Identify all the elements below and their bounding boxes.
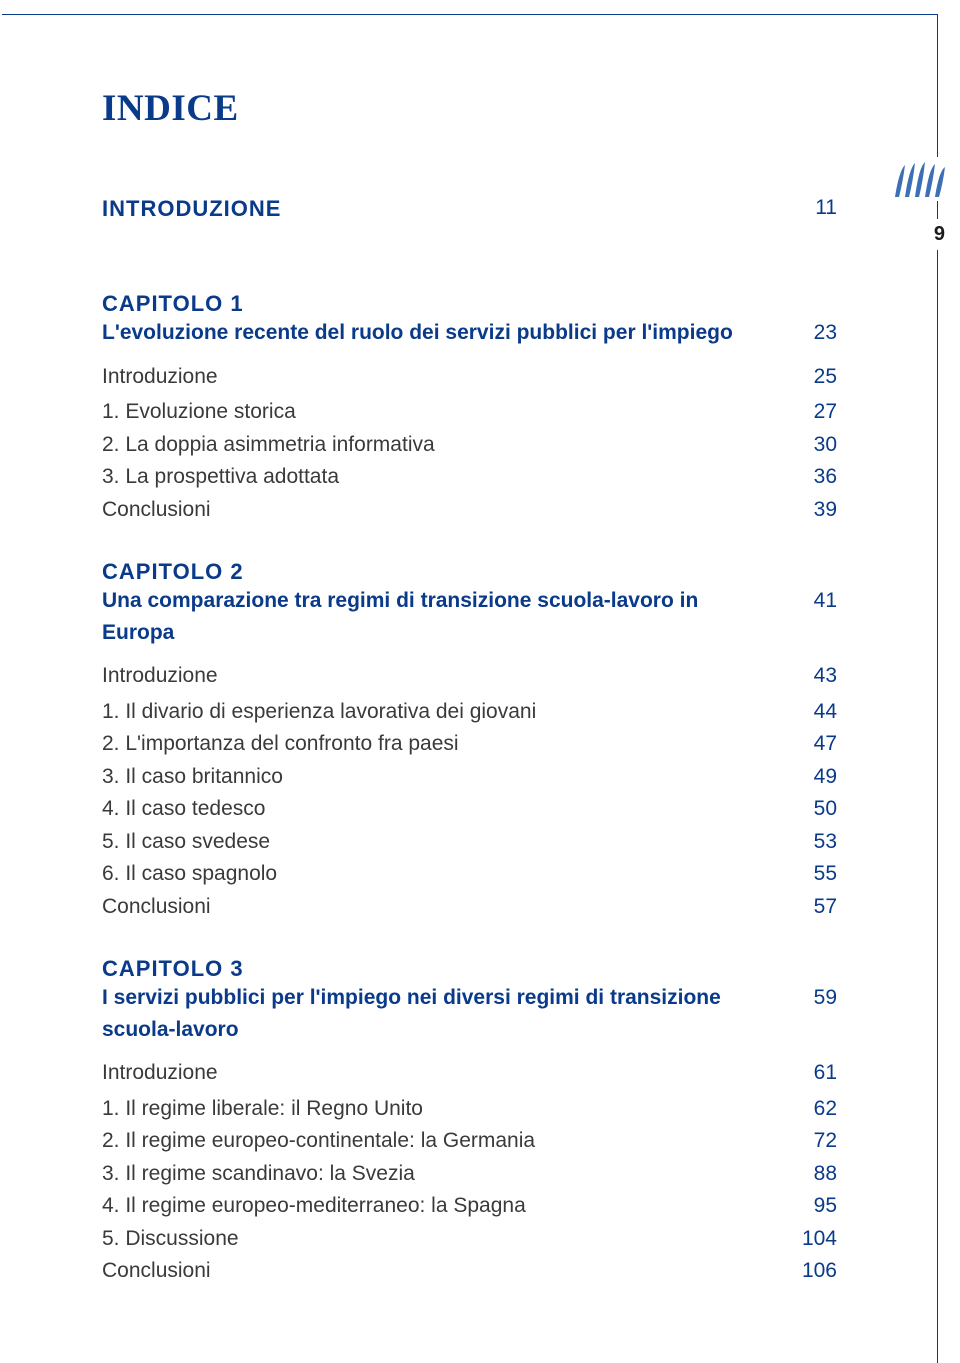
chapter-title-row: I servizi pubblici per l'impiego nei div…: [102, 982, 837, 1045]
toc-entry-row: Introduzione43: [102, 660, 837, 692]
toc-entry-label: 2. L'importanza del confronto fra paesi: [102, 728, 781, 760]
toc-entry-label: 1. Il regime liberale: il Regno Unito: [102, 1093, 781, 1125]
toc-entry-label: 3. Il caso britannico: [102, 761, 781, 793]
chapter-title-row: L'evoluzione recente del ruolo dei servi…: [102, 317, 837, 349]
publisher-logo-icon: [893, 157, 951, 201]
chapter-title-label: Una comparazione tra regimi di transizio…: [102, 585, 781, 648]
toc-entry-label: 4. Il caso tedesco: [102, 793, 781, 825]
chapter-title-page: 23: [781, 317, 837, 349]
toc-entry-row: Conclusioni57: [102, 891, 837, 923]
toc-entry-page: 49: [781, 761, 837, 793]
toc-entry-row: 4. Il caso tedesco50: [102, 793, 837, 825]
toc-entry-page: 104: [781, 1223, 837, 1255]
toc-entry-row: 1. Il divario di esperienza lavorativa d…: [102, 696, 837, 728]
toc-entry-label: 5. Il caso svedese: [102, 826, 781, 858]
chapter-head: CAPITOLO 1: [102, 291, 837, 317]
chapter-title-page: 59: [781, 982, 837, 1014]
toc-entry-page: 95: [781, 1190, 837, 1222]
toc-entry-page: 88: [781, 1158, 837, 1190]
toc-entry-row: 5. Discussione104: [102, 1223, 837, 1255]
chapters-container: CAPITOLO 1L'evoluzione recente del ruolo…: [102, 291, 837, 1287]
toc-entry-row: Conclusioni106: [102, 1255, 837, 1287]
toc-entry-page: 47: [781, 728, 837, 760]
toc-entry-label: 1. Evoluzione storica: [102, 396, 781, 428]
toc-content: INDICE INTRODUZIONE 11 CAPITOLO 1L'evolu…: [2, 15, 937, 1287]
toc-entry-row: 2. L'importanza del confronto fra paesi4…: [102, 728, 837, 760]
toc-entry-row: 2. La doppia asimmetria informativa30: [102, 429, 837, 461]
toc-entry-label: 1. Il divario di esperienza lavorativa d…: [102, 696, 781, 728]
toc-entry-label: 6. Il caso spagnolo: [102, 858, 781, 890]
toc-entry-page: 27: [781, 396, 837, 428]
chapter-title-label: I servizi pubblici per l'impiego nei div…: [102, 982, 781, 1045]
toc-entry-page: 55: [781, 858, 837, 890]
toc-entry-row: 2. Il regime europeo-continentale: la Ge…: [102, 1125, 837, 1157]
chapter-title-row: Una comparazione tra regimi di transizio…: [102, 585, 837, 648]
toc-entry-label: Introduzione: [102, 1057, 781, 1089]
toc-entry-row: Introduzione61: [102, 1057, 837, 1089]
introduzione-page: 11: [781, 192, 837, 224]
toc-entry-page: 44: [781, 696, 837, 728]
toc-entry-label: Conclusioni: [102, 1255, 781, 1287]
toc-entry-row: 3. Il caso britannico49: [102, 761, 837, 793]
toc-entry-label: 5. Discussione: [102, 1223, 781, 1255]
toc-entry-page: 61: [781, 1057, 837, 1089]
toc-entry-page: 106: [781, 1255, 837, 1287]
chapter-head: CAPITOLO 3: [102, 956, 837, 982]
toc-entry-row: 3. Il regime scandinavo: la Svezia88: [102, 1158, 837, 1190]
toc-entry-page: 62: [781, 1093, 837, 1125]
toc-entry-label: Conclusioni: [102, 891, 781, 923]
toc-entry-page: 72: [781, 1125, 837, 1157]
introduzione-label: INTRODUZIONE: [102, 192, 781, 225]
toc-entry-label: 3. La prospettiva adottata: [102, 461, 781, 493]
toc-entry-row: 6. Il caso spagnolo55: [102, 858, 837, 890]
toc-entry-label: Introduzione: [102, 660, 781, 692]
toc-entry-page: 57: [781, 891, 837, 923]
toc-entry-page: 50: [781, 793, 837, 825]
toc-entry-page: 36: [781, 461, 837, 493]
toc-entry-label: Conclusioni: [102, 494, 781, 526]
toc-entry-page: 39: [781, 494, 837, 526]
toc-introduzione-row: INTRODUZIONE 11: [102, 192, 837, 225]
toc-entry-row: 1. Evoluzione storica27: [102, 396, 837, 428]
toc-entry-label: 2. La doppia asimmetria informativa: [102, 429, 781, 461]
chapter-title-label: L'evoluzione recente del ruolo dei servi…: [102, 317, 781, 349]
toc-entry-label: Introduzione: [102, 361, 781, 393]
toc-entry-row: 4. Il regime europeo-mediterraneo: la Sp…: [102, 1190, 837, 1222]
toc-entry-row: Conclusioni39: [102, 494, 837, 526]
toc-entry-page: 43: [781, 660, 837, 692]
toc-entry-row: 1. Il regime liberale: il Regno Unito62: [102, 1093, 837, 1125]
side-page-number: 9: [934, 219, 945, 250]
chapter-head: CAPITOLO 2: [102, 559, 837, 585]
toc-entry-label: 2. Il regime europeo-continentale: la Ge…: [102, 1125, 781, 1157]
toc-entry-row: Introduzione25: [102, 361, 837, 393]
toc-entry-page: 25: [781, 361, 837, 393]
toc-entry-label: 4. Il regime europeo-mediterraneo: la Sp…: [102, 1190, 781, 1222]
toc-entry-page: 53: [781, 826, 837, 858]
toc-entry-label: 3. Il regime scandinavo: la Svezia: [102, 1158, 781, 1190]
page-border: 9 INDICE INTRODUZIONE 11 CAPITOLO 1L'evo…: [2, 14, 938, 1363]
toc-entry-row: 5. Il caso svedese53: [102, 826, 837, 858]
page-title: INDICE: [102, 87, 837, 130]
chapter-title-page: 41: [781, 585, 837, 617]
toc-entry-row: 3. La prospettiva adottata36: [102, 461, 837, 493]
toc-entry-page: 30: [781, 429, 837, 461]
